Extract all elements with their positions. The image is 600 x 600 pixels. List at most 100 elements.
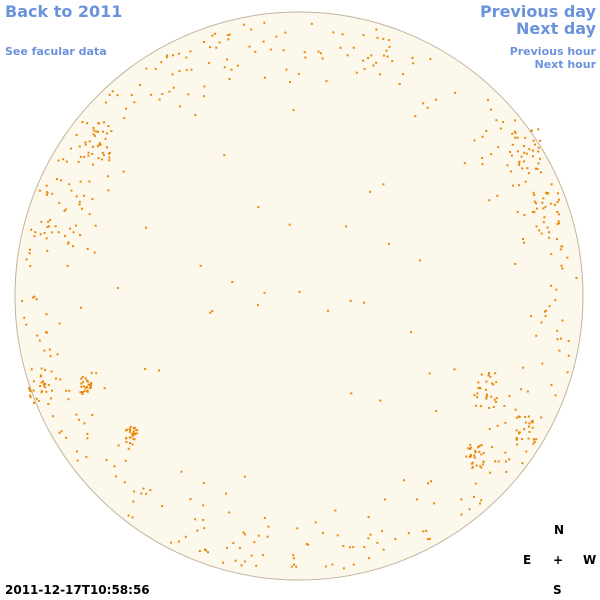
facula <box>531 419 534 422</box>
previous-day-link[interactable]: Previous day <box>479 2 596 21</box>
facula <box>149 489 152 492</box>
next-hour-link[interactable]: Next hour <box>534 58 597 71</box>
facula <box>550 252 553 255</box>
compass-east: E <box>523 553 532 567</box>
facula <box>129 436 132 439</box>
facula <box>367 516 370 518</box>
facula <box>49 355 52 358</box>
next-day-link[interactable]: Next day <box>516 19 596 38</box>
facula <box>495 119 498 122</box>
facula <box>282 49 285 52</box>
facula <box>125 437 128 439</box>
facula <box>346 54 349 57</box>
facula <box>471 465 474 468</box>
facula <box>65 160 68 163</box>
facula <box>499 127 502 130</box>
facula <box>199 264 202 267</box>
facula <box>189 50 192 53</box>
facula <box>28 252 31 255</box>
facula <box>375 28 378 31</box>
facula <box>497 146 500 149</box>
facula <box>535 202 537 205</box>
facula <box>45 313 48 316</box>
facula <box>292 554 295 557</box>
facula <box>527 172 530 175</box>
facula <box>80 377 83 380</box>
facula <box>45 184 48 187</box>
facula <box>526 390 529 393</box>
facula <box>130 94 133 97</box>
back-link[interactable]: Back to 2011 <box>5 2 123 21</box>
facula <box>542 221 545 224</box>
facula <box>482 452 485 454</box>
facula <box>131 433 134 436</box>
facula <box>526 167 529 170</box>
facula <box>480 444 483 447</box>
facula <box>60 179 62 182</box>
facula <box>508 395 511 398</box>
facula <box>546 226 549 229</box>
facula <box>542 207 545 210</box>
facula <box>32 389 35 392</box>
facula <box>383 54 385 57</box>
facula <box>520 388 523 391</box>
facula <box>531 211 534 213</box>
facula <box>98 122 101 125</box>
facula <box>194 518 197 521</box>
facula <box>558 198 560 201</box>
previous-hour-link[interactable]: Previous hour <box>509 45 596 58</box>
facula <box>64 208 67 211</box>
facula <box>362 34 365 36</box>
facula <box>513 130 516 133</box>
facula <box>505 460 507 463</box>
facula <box>58 431 61 434</box>
facula <box>62 158 65 161</box>
facula <box>473 139 476 142</box>
facula <box>478 450 481 453</box>
facular-link[interactable]: See facular data <box>5 45 107 58</box>
facula <box>67 242 70 245</box>
facula <box>75 195 78 198</box>
facula <box>505 470 508 473</box>
facula <box>317 50 320 53</box>
facula <box>514 262 517 265</box>
facula <box>47 403 50 405</box>
facula <box>76 459 79 462</box>
facula <box>491 446 494 449</box>
facula <box>516 136 519 139</box>
facula <box>428 537 431 540</box>
facula <box>226 34 229 37</box>
facula <box>480 466 483 469</box>
facula <box>524 416 527 418</box>
facula <box>539 157 541 160</box>
facula <box>489 375 492 378</box>
facula <box>494 372 497 375</box>
facula <box>348 546 351 549</box>
facula <box>126 428 129 431</box>
facula <box>244 533 246 536</box>
facula <box>49 397 52 400</box>
facula <box>144 368 147 370</box>
facula <box>376 541 379 544</box>
facula <box>331 563 334 566</box>
facula <box>407 532 410 535</box>
facula <box>228 33 231 36</box>
facula <box>115 475 118 478</box>
facula <box>275 35 278 38</box>
facula <box>511 132 514 135</box>
facula <box>78 418 80 421</box>
facula <box>342 545 345 548</box>
facula <box>85 379 88 382</box>
facula <box>518 160 521 163</box>
facula <box>97 130 99 133</box>
facula <box>106 146 108 149</box>
facula <box>485 395 488 398</box>
facula <box>544 315 547 317</box>
facula <box>537 146 540 149</box>
facula <box>83 422 86 425</box>
facula <box>487 99 489 101</box>
facula <box>548 231 550 234</box>
facula <box>521 462 524 465</box>
facula <box>426 538 429 541</box>
facula <box>43 349 46 352</box>
